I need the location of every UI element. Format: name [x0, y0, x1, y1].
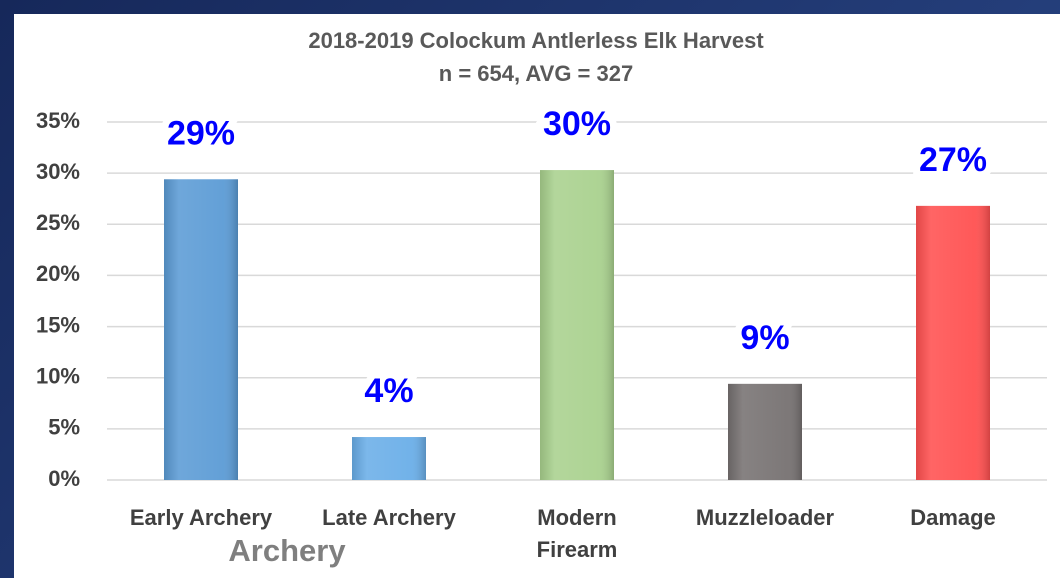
x-tick-label: Damage	[910, 505, 996, 530]
x-tick-label: Muzzleloader	[695, 505, 835, 530]
group-label: Archery	[228, 533, 346, 568]
y-tick-label: 5%	[48, 415, 80, 440]
bar	[352, 437, 426, 480]
y-tick-label: 35%	[36, 108, 80, 133]
data-label: 29%	[167, 114, 235, 152]
bar	[164, 179, 238, 480]
y-tick-label: 10%	[36, 364, 80, 389]
chart-subtitle: n = 654, AVG = 327	[439, 61, 633, 86]
y-tick-label: 20%	[36, 261, 80, 286]
y-tick-label: 25%	[36, 210, 80, 235]
data-label: 9%	[740, 319, 789, 357]
y-tick-label: 15%	[36, 312, 80, 337]
x-tick-label: Modern Firearm	[536, 505, 618, 562]
x-tick-label: Early Archery	[129, 505, 273, 530]
x-tick-label: Late Archery	[322, 505, 456, 530]
bar	[728, 383, 802, 480]
y-tick-label: 0%	[48, 466, 80, 491]
data-label: 30%	[543, 105, 611, 143]
data-label: 27%	[919, 141, 987, 179]
bar	[916, 205, 990, 481]
data-label: 4%	[364, 372, 413, 410]
chart-title: 2018-2019 Colockum Antlerless Elk Harves…	[308, 28, 764, 53]
y-tick-label: 30%	[36, 159, 80, 184]
bar	[540, 170, 614, 480]
